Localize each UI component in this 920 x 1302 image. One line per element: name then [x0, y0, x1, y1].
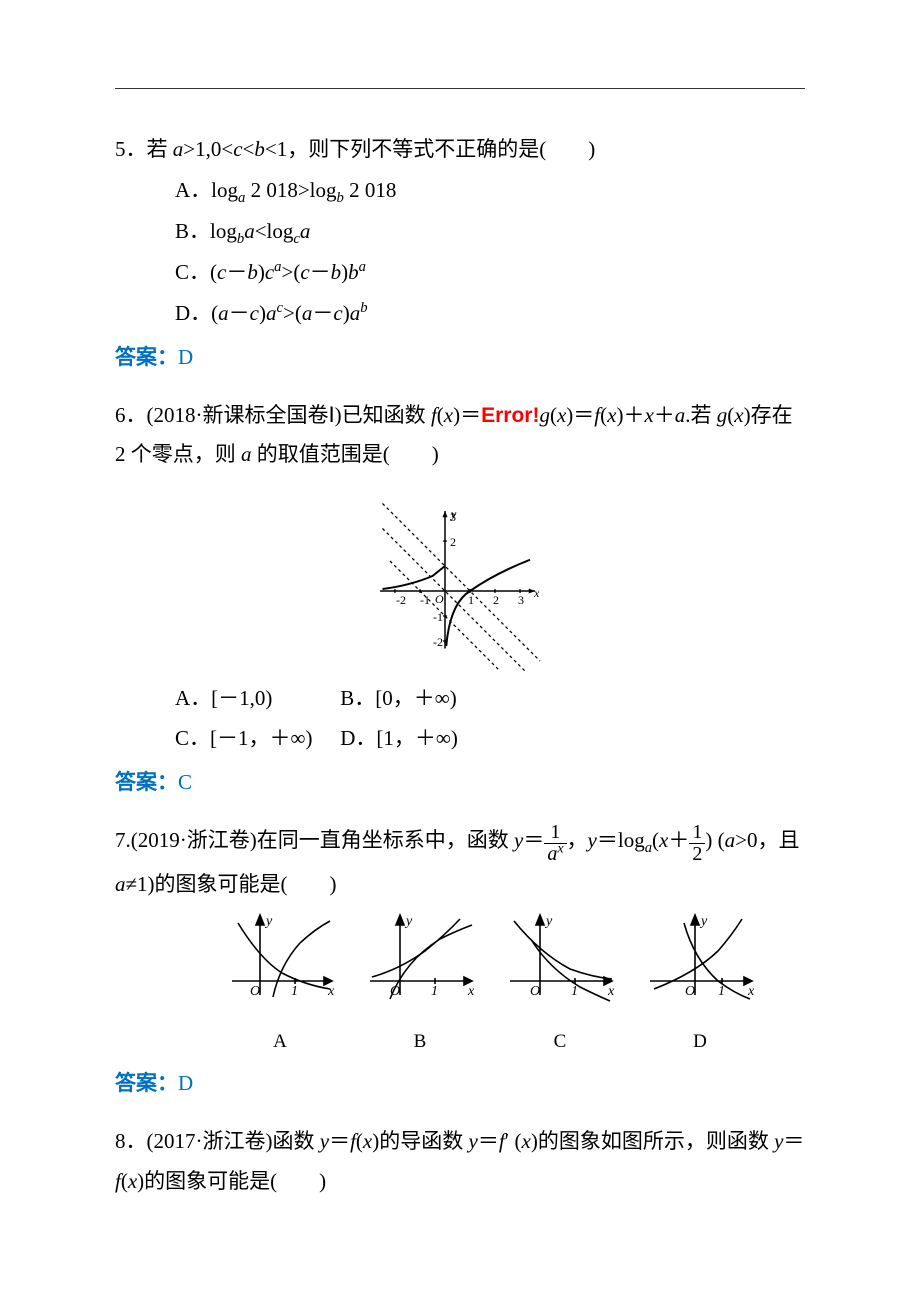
svg-text:2: 2 — [450, 535, 456, 549]
q8-source: (2017·浙江卷) — [147, 1129, 273, 1153]
q6-figure: -2 -1 O 1 2 3 x y 3 2 -1 -2 — [350, 481, 570, 671]
q8-stem: 8．(2017·浙江卷)函数 y＝f(x)的导函数 y＝f′ (x)的图象如图所… — [115, 1122, 805, 1202]
answer-label: 答案： — [115, 345, 178, 369]
page: 5．若 a>1,0<c<b<1，则下列不等式不正确的是( ) A．loga 2 … — [0, 0, 920, 1250]
svg-text:1: 1 — [291, 984, 298, 999]
svg-text:O: O — [390, 984, 400, 999]
svg-text:3: 3 — [518, 593, 524, 607]
svg-text:x: x — [747, 984, 755, 999]
svg-text:-1: -1 — [420, 593, 430, 607]
q7-label-b: B — [350, 1024, 490, 1060]
question-6: 6．(2018·新课标全国卷Ⅰ)已知函数 f(x)＝Error!g(x)＝f(x… — [115, 396, 805, 803]
svg-text:O: O — [435, 592, 444, 606]
svg-text:-1: -1 — [433, 610, 443, 624]
answer-label: 答案： — [115, 1071, 178, 1095]
q7-answer-value: D — [178, 1071, 193, 1095]
q6-number: 6． — [115, 403, 147, 427]
q5-stem: 5．若 a>1,0<c<b<1，则下列不等式不正确的是( ) — [115, 130, 805, 170]
svg-text:1: 1 — [571, 984, 578, 999]
q6-stem: 6．(2018·新课标全国卷Ⅰ)已知函数 f(x)＝Error!g(x)＝f(x… — [115, 396, 805, 476]
q7-figures: y O 1 x — [175, 911, 805, 1020]
svg-text:2: 2 — [493, 593, 499, 607]
q5-opt-a: A．loga 2 018>logb 2 018 — [175, 170, 805, 211]
question-5: 5．若 a>1,0<c<b<1，则下列不等式不正确的是( ) A．loga 2 … — [115, 130, 805, 378]
q7-label-d: D — [630, 1024, 770, 1060]
svg-text:-2: -2 — [433, 635, 443, 649]
question-8: 8．(2017·浙江卷)函数 y＝f(x)的导函数 y＝f′ (x)的图象如图所… — [115, 1122, 805, 1202]
q6-options: A．[－1,0) B．[0，＋∞) C．[－1，＋∞) D．[1，＋∞) — [115, 679, 805, 759]
error-token: Error! — [481, 404, 539, 427]
answer-label: 答案： — [115, 770, 178, 794]
svg-text:-2: -2 — [396, 593, 406, 607]
header-rule — [115, 88, 805, 89]
q6-answer: 答案：C — [115, 763, 805, 803]
svg-text:1: 1 — [718, 984, 725, 999]
q6-opt-d: D．[1，＋∞) — [340, 719, 500, 759]
q8-number: 8． — [115, 1129, 147, 1153]
svg-text:y: y — [699, 914, 708, 929]
svg-text:O: O — [250, 984, 260, 999]
q5-opt-c: C．(c－b)ca>(c－b)ba — [175, 252, 805, 293]
svg-text:1: 1 — [468, 593, 474, 607]
svg-text:O: O — [685, 984, 695, 999]
q5-opt-b: B．logba<logca — [175, 211, 805, 252]
q7-figure-labels: A B C D — [175, 1024, 805, 1060]
svg-text:O: O — [530, 984, 540, 999]
q7-stem: 7.(2019·浙江卷)在同一直角坐标系中，函数 y＝1ax，y＝loga(x＋… — [115, 821, 805, 905]
q5-options: A．loga 2 018>logb 2 018 B．logba<logca C．… — [115, 170, 805, 334]
svg-text:x: x — [327, 984, 335, 999]
svg-text:y: y — [544, 914, 553, 929]
svg-text:x: x — [533, 586, 540, 600]
q5-number: 5． — [115, 137, 147, 161]
q7-source: (2019·浙江卷) — [131, 828, 257, 852]
q7-fig-d: y O 1 x — [630, 911, 770, 1020]
svg-text:y: y — [404, 914, 413, 929]
q5-answer-value: D — [178, 345, 193, 369]
q7-label-a: A — [210, 1024, 350, 1060]
q6-source: (2018·新课标全国卷Ⅰ) — [147, 403, 342, 427]
q6-opt-b: B．[0，＋∞) — [340, 679, 500, 719]
q7-label-c: C — [490, 1024, 630, 1060]
q5-opt-d: D．(a－c)ac>(a－c)ab — [175, 293, 805, 334]
svg-text:x: x — [607, 984, 615, 999]
q7-answer: 答案：D — [115, 1064, 805, 1104]
q6-opt-a: A．[－1,0) — [175, 679, 335, 719]
svg-text:3: 3 — [450, 510, 456, 524]
question-7: 7.(2019·浙江卷)在同一直角坐标系中，函数 y＝1ax，y＝loga(x＋… — [115, 821, 805, 1104]
q7-fig-b: y O 1 x — [350, 911, 490, 1020]
q7-fig-a: y O 1 x — [210, 911, 350, 1020]
svg-text:y: y — [264, 914, 273, 929]
svg-text:x: x — [467, 984, 475, 999]
q6-opt-c: C．[－1，＋∞) — [175, 719, 335, 759]
q7-fig-c: y O 1 x — [490, 911, 630, 1020]
content: 5．若 a>1,0<c<b<1，则下列不等式不正确的是( ) A．loga 2 … — [115, 130, 805, 1202]
q5-answer: 答案：D — [115, 338, 805, 378]
svg-text:1: 1 — [431, 984, 438, 999]
q6-answer-value: C — [178, 770, 192, 794]
q7-number: 7. — [115, 828, 131, 852]
